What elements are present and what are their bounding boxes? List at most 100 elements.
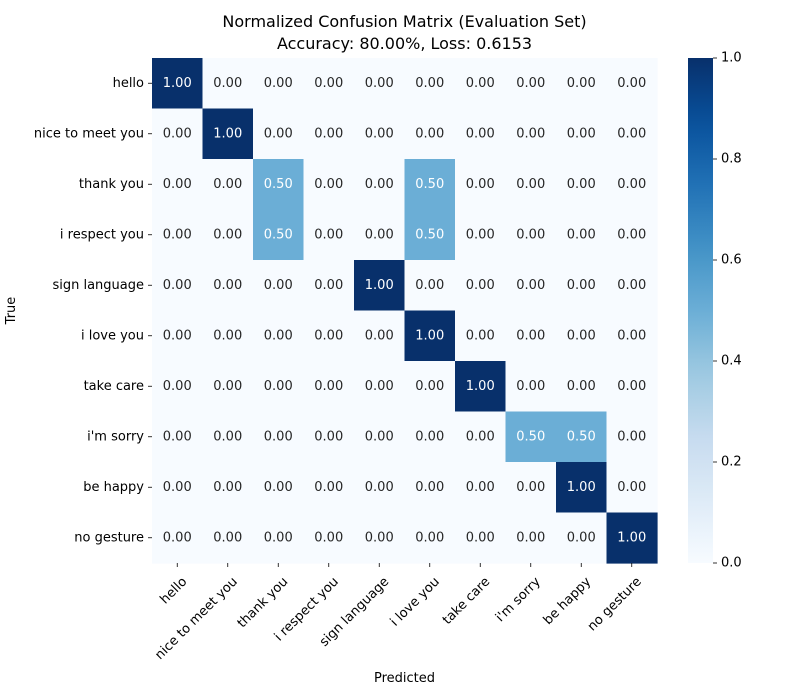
cell-value-label: 0.00 [516, 76, 545, 91]
heatmap-cell-r5-c6 [455, 310, 507, 362]
heatmap-cell-r7-c3 [303, 411, 355, 463]
cell-value-label: 0.00 [314, 480, 343, 495]
cell-value-label: 1.00 [466, 379, 495, 394]
heatmap-cell-r5-c0 [152, 310, 204, 362]
heatmap-cell-r6-c3 [303, 361, 355, 413]
heatmap-cell-r7-c7 [505, 411, 557, 463]
cell-value-label: 0.00 [466, 76, 495, 91]
heatmap-cell-r0-c4 [354, 58, 406, 110]
heatmap-cell-r5-c5 [404, 310, 456, 362]
cell-value-label: 0.00 [163, 278, 192, 293]
colorbar-tick-label: 0.8 [721, 152, 742, 167]
heatmap-cell-r8-c3 [303, 462, 355, 514]
heatmap-cell-r0-c5 [404, 58, 456, 110]
cell-value-label: 0.00 [617, 76, 646, 91]
cell-value-label: 0.00 [415, 530, 444, 545]
y-tick-label: hello [113, 76, 144, 91]
heatmap-cell-r0-c1 [202, 58, 254, 110]
x-tick-label: i love you [388, 574, 443, 629]
heatmap-cell-r1-c6 [455, 108, 507, 160]
cell-value-label: 0.00 [516, 126, 545, 141]
heatmap-cell-r4-c3 [303, 260, 355, 312]
cell-value-label: 0.00 [163, 530, 192, 545]
y-tick-label: i love you [81, 328, 144, 343]
y-tick-label: i respect you [60, 227, 144, 242]
heatmap-cell-r3-c8 [556, 209, 608, 261]
cell-value-label: 0.00 [617, 379, 646, 394]
heatmap-cell-r3-c4 [354, 209, 406, 261]
cell-value-label: 0.00 [567, 126, 596, 141]
cell-value-label: 0.00 [466, 227, 495, 242]
cell-value-label: 0.00 [365, 530, 394, 545]
x-tick-label: no gesture [585, 574, 645, 634]
cell-value-label: 0.00 [213, 227, 242, 242]
heatmap-cell-r6-c2 [253, 361, 305, 413]
chart-title: Normalized Confusion Matrix (Evaluation … [222, 12, 587, 31]
cell-value-label: 0.00 [163, 177, 192, 192]
cell-value-label: 0.00 [264, 530, 293, 545]
heatmap-cell-r0-c9 [606, 58, 658, 110]
heatmap-cell-r8-c0 [152, 462, 204, 514]
heatmap-cell-r0-c8 [556, 58, 608, 110]
cell-value-label: 0.00 [213, 379, 242, 394]
heatmap-cell-r0-c3 [303, 58, 355, 110]
cell-value-label: 0.00 [213, 278, 242, 293]
heatmap-cell-r9-c3 [303, 512, 355, 564]
cell-value-label: 0.00 [264, 480, 293, 495]
cell-value-label: 0.00 [264, 278, 293, 293]
heatmap-cell-r2-c5 [404, 159, 456, 211]
heatmap-cell-r4-c8 [556, 260, 608, 312]
cell-value-label: 0.00 [365, 429, 394, 444]
heatmap-cell-r7-c8 [556, 411, 608, 463]
cell-value-label: 0.00 [516, 530, 545, 545]
cell-value-label: 0.00 [516, 379, 545, 394]
heatmap-cell-r9-c5 [404, 512, 456, 564]
heatmap-cell-r9-c9 [606, 512, 658, 564]
heatmap-cell-r5-c7 [505, 310, 557, 362]
cell-value-label: 0.00 [617, 328, 646, 343]
cell-value-label: 0.00 [617, 278, 646, 293]
cell-value-label: 0.00 [365, 379, 394, 394]
heatmap-cell-r7-c4 [354, 411, 406, 463]
heatmap-cell-r4-c9 [606, 260, 658, 312]
heatmap-cell-r6-c6 [455, 361, 507, 413]
heatmap-cell-r3-c6 [455, 209, 507, 261]
cell-value-label: 0.00 [567, 76, 596, 91]
cell-value-label: 0.00 [567, 177, 596, 192]
cell-value-label: 0.00 [415, 76, 444, 91]
heatmap-cell-r9-c8 [556, 512, 608, 564]
heatmap-cell-r6-c9 [606, 361, 658, 413]
heatmap-cell-r1-c2 [253, 108, 305, 160]
y-tick-label: thank you [79, 177, 144, 192]
heatmap-cell-r2-c2 [253, 159, 305, 211]
cell-value-label: 0.00 [466, 126, 495, 141]
heatmap-cell-r4-c7 [505, 260, 557, 312]
heatmap-cell-r1-c4 [354, 108, 406, 160]
cell-value-label: 0.00 [516, 328, 545, 343]
cell-value-label: 0.00 [314, 328, 343, 343]
cell-value-label: 0.00 [365, 177, 394, 192]
cell-value-label: 0.50 [415, 177, 444, 192]
heatmap-cell-r9-c0 [152, 512, 204, 564]
y-tick-label: no gesture [74, 530, 144, 545]
cell-value-label: 0.00 [617, 126, 646, 141]
colorbar-tick-label: 0.0 [721, 556, 742, 571]
cell-value-label: 0.00 [516, 278, 545, 293]
heatmap-cell-r8-c2 [253, 462, 305, 514]
heatmap-cell-r4-c0 [152, 260, 204, 312]
cell-value-label: 0.00 [516, 227, 545, 242]
heatmap-cell-r1-c0 [152, 108, 204, 160]
heatmap-cell-r0-c2 [253, 58, 305, 110]
y-tick-label: i'm sorry [87, 429, 144, 444]
cell-value-label: 0.00 [213, 530, 242, 545]
heatmap-cell-r8-c9 [606, 462, 658, 514]
heatmap-cell-r5-c4 [354, 310, 406, 362]
x-tick-label: be happy [541, 574, 595, 628]
cell-value-label: 0.00 [314, 379, 343, 394]
cell-value-label: 0.50 [264, 177, 293, 192]
cell-value-label: 0.00 [314, 278, 343, 293]
heatmap-cell-r1-c3 [303, 108, 355, 160]
cell-value-label: 0.00 [213, 429, 242, 444]
cell-value-label: 0.00 [314, 126, 343, 141]
